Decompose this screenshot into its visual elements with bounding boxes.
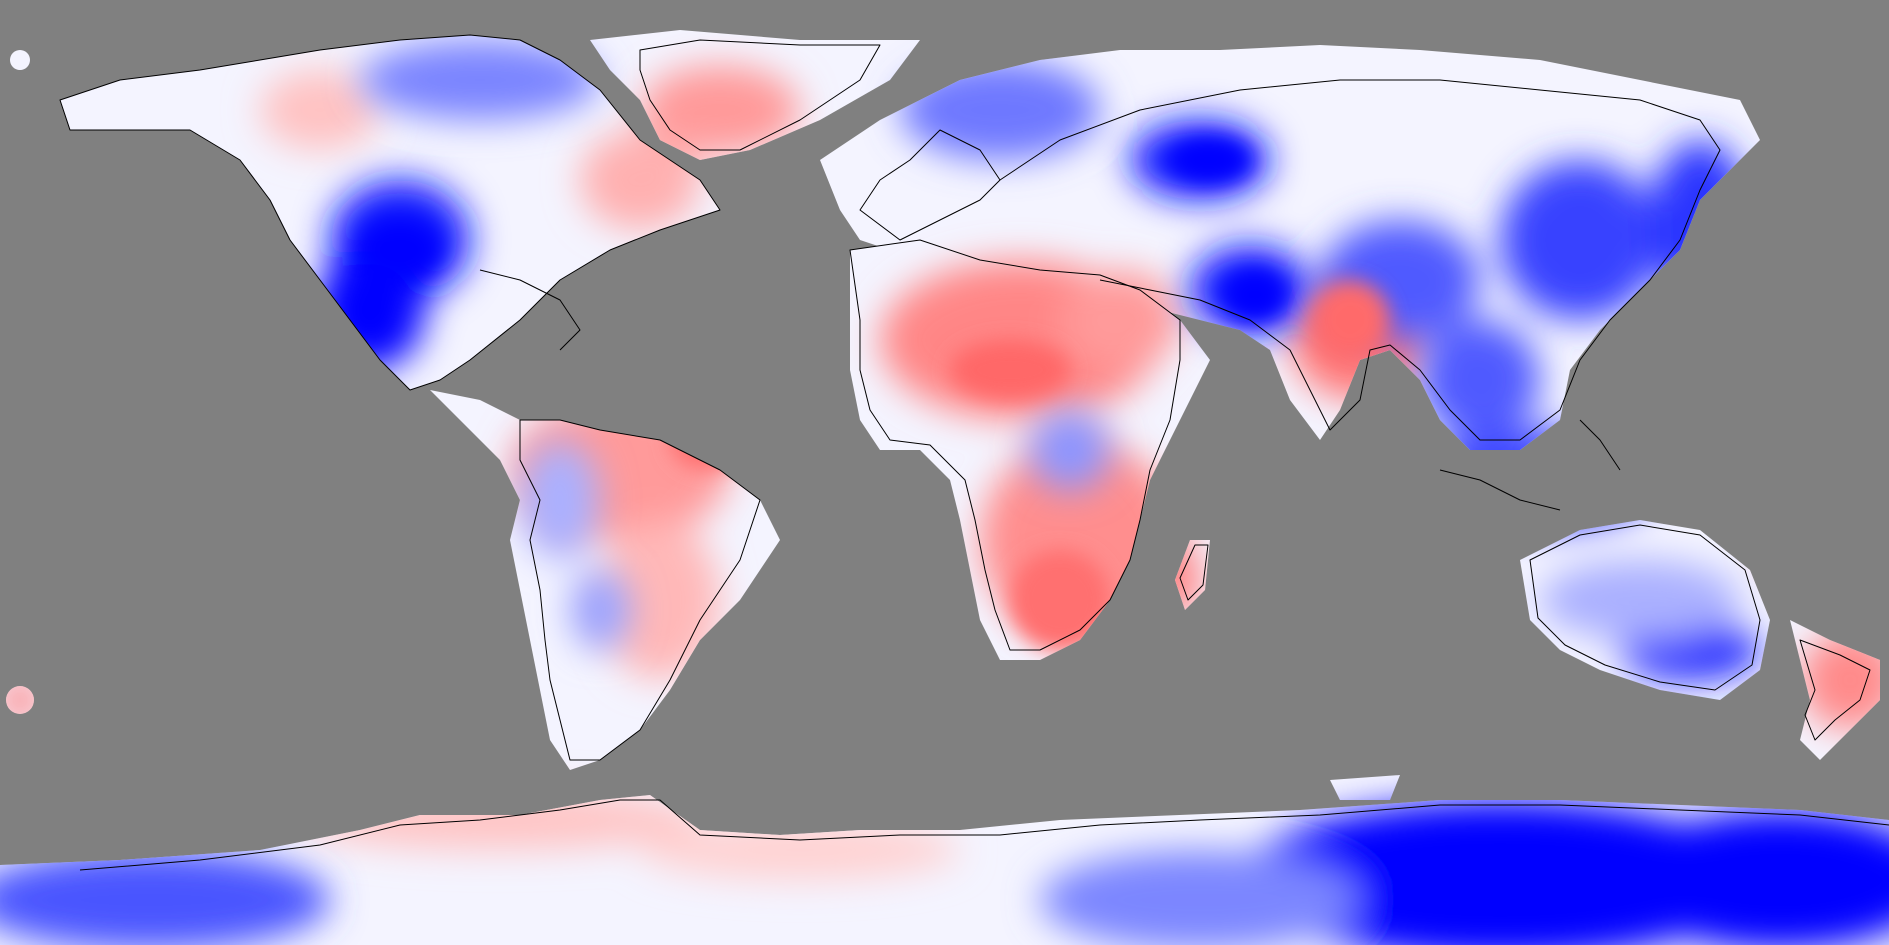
coastline-north-america — [59, 34, 721, 391]
coastline-asia — [999, 79, 1721, 441]
coastline-europe — [859, 129, 1001, 241]
coastline-greenland — [639, 39, 881, 151]
coastline-indonesia — [1439, 469, 1561, 511]
coastline-gulf — [479, 269, 581, 351]
coastline-new-zealand — [1799, 639, 1871, 741]
coastline-south-america — [519, 419, 761, 761]
coastline-australia — [1529, 524, 1761, 691]
coastline-madagascar — [1179, 544, 1209, 601]
coastline-philippines — [1579, 419, 1621, 471]
coastline-antarctica — [79, 799, 1889, 871]
coastline-africa — [849, 239, 1181, 651]
coastlines — [59, 34, 1889, 871]
